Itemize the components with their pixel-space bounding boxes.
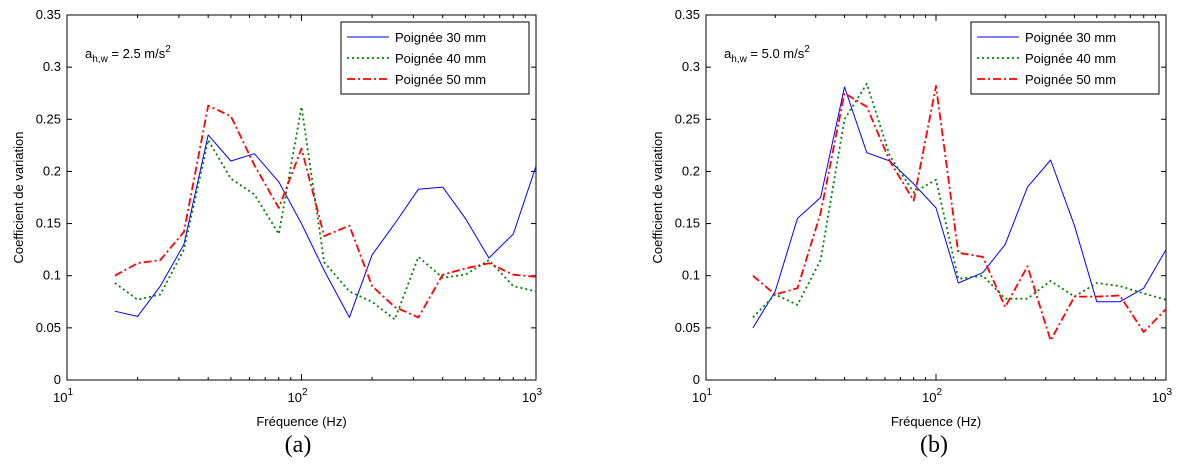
legend-label-2: Poignée 40 mm (1025, 51, 1116, 66)
x-tick-label: 101 (53, 387, 73, 405)
series-line-2 (114, 105, 537, 321)
y-tick-label: 0.2 (682, 163, 700, 178)
y-tick-label: 0.15 (675, 216, 700, 231)
x-tick-label: 103 (1152, 387, 1172, 405)
y-tick-label: 0.15 (36, 216, 61, 231)
chart-panel-a: 0 0.05 0.1 0.15 0.2 0.25 0.3 0.35 101 102 103 Fréqu… (11, 7, 542, 458)
y-tick-label: 0 (54, 372, 61, 387)
y-tick-label: 0.1 (43, 268, 61, 283)
y-axis: 0 0.05 0.1 0.15 0.2 0.25 0.3 0.35 (675, 7, 1166, 387)
chart-panel-b: 0 0.05 0.1 0.15 0.2 0.25 0.3 0.35 101 102 103 Fréqu… (650, 7, 1172, 458)
annotation-label: ah,w = 5.0 m/s2 (724, 44, 810, 65)
x-axis: 101 102 103 (53, 15, 542, 405)
series-line-3 (752, 85, 1167, 342)
y-tick-label: 0.1 (682, 268, 700, 283)
y-tick-label: 0.3 (43, 59, 61, 74)
series-line-1 (752, 86, 1167, 329)
annotation-label: ah,w = 2.5 m/s2 (85, 44, 171, 65)
y-tick-label: 0.3 (682, 59, 700, 74)
x-tick-label: 102 (287, 387, 307, 405)
y-axis-label: Coefficient de variation (11, 131, 26, 263)
y-tick-label: 0.35 (675, 7, 700, 22)
legend-label-1: Poignée 30 mm (395, 30, 486, 45)
x-axis-label: Fréquence (Hz) (256, 414, 346, 429)
legend: Poignée 30 mm Poignée 40 mm Poignée 50 mm (340, 21, 530, 95)
legend-label-3: Poignée 50 mm (395, 72, 486, 87)
legend: Poignée 30 mm Poignée 40 mm Poignée 50 mm (970, 21, 1160, 95)
x-axis-label: Fréquence (Hz) (891, 414, 981, 429)
panel-caption: (a) (285, 432, 312, 458)
panel-caption: (b) (920, 432, 948, 458)
y-tick-label: 0.25 (36, 111, 61, 126)
y-axis-label: Coefficient de variation (650, 131, 665, 263)
y-tick-label: 0 (693, 372, 700, 387)
legend-label-2: Poignée 40 mm (395, 51, 486, 66)
y-tick-label: 0.35 (36, 7, 61, 22)
series-line-1 (114, 134, 537, 318)
y-tick-label: 0.2 (43, 163, 61, 178)
series-line-2 (752, 82, 1167, 319)
legend-label-3: Poignée 50 mm (1025, 72, 1116, 87)
x-axis: 101 102 103 (692, 15, 1172, 405)
y-tick-label: 0.05 (675, 320, 700, 335)
x-tick-label: 103 (522, 387, 542, 405)
x-tick-label: 102 (922, 387, 942, 405)
y-tick-label: 0.25 (675, 111, 700, 126)
legend-label-1: Poignée 30 mm (1025, 30, 1116, 45)
x-tick-label: 101 (692, 387, 712, 405)
series-line-3 (114, 104, 537, 319)
y-axis: 0 0.05 0.1 0.15 0.2 0.25 0.3 0.35 (36, 7, 536, 387)
y-tick-label: 0.05 (36, 320, 61, 335)
